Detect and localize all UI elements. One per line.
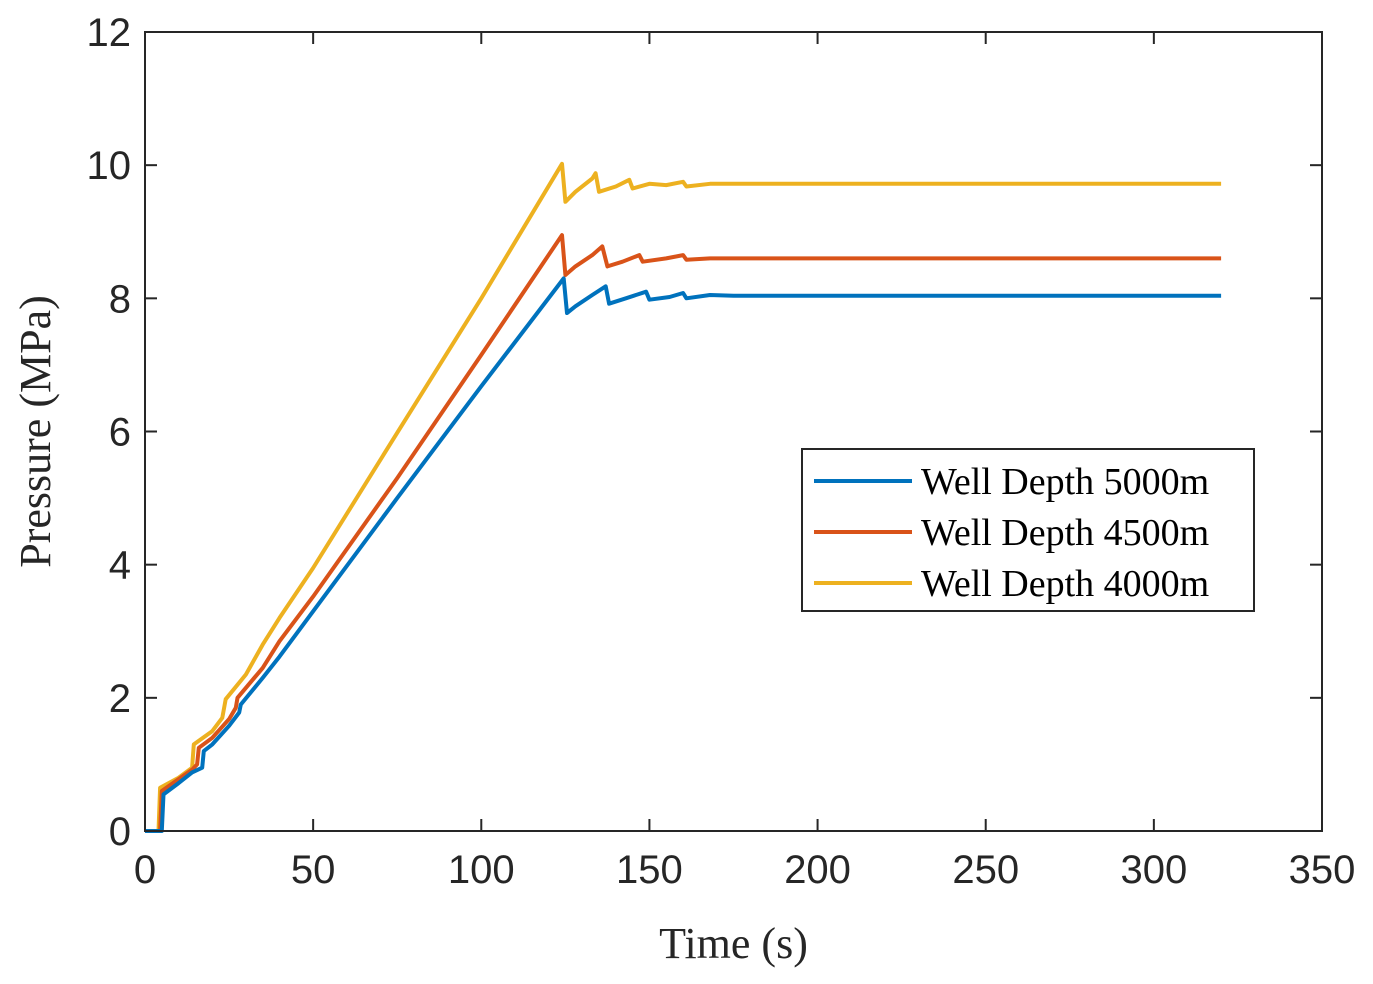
x-tick-label: 350 <box>1289 848 1356 892</box>
y-axis-title: Pressure (MPa) <box>11 295 60 568</box>
y-tick-label: 8 <box>109 277 131 321</box>
x-tick-label: 200 <box>784 848 851 892</box>
legend: Well Depth 5000m Well Depth 4500m Well Dep… <box>801 448 1255 612</box>
series-line <box>145 276 1222 833</box>
y-tick-label: 10 <box>87 144 132 188</box>
x-tick-label: 100 <box>448 848 515 892</box>
series-line <box>145 233 1222 833</box>
y-tick-label: 4 <box>109 544 131 588</box>
y-tick-label: 0 <box>109 810 131 854</box>
x-tick-label: 0 <box>134 848 156 892</box>
x-tick-label: 250 <box>952 848 1019 892</box>
legend-label: Well Depth 4500m <box>921 512 1209 554</box>
plot-area-frame <box>144 31 1323 832</box>
legend-label: Well Depth 4000m <box>921 563 1209 605</box>
y-tick-label: 12 <box>87 11 132 55</box>
x-axis-title: Time (s) <box>659 919 808 968</box>
x-tick-label: 300 <box>1120 848 1187 892</box>
series-line <box>145 161 1222 833</box>
x-tick-label: 150 <box>616 848 683 892</box>
x-tick-label: 50 <box>291 848 336 892</box>
y-tick-label: 6 <box>109 411 131 455</box>
y-tick-label: 2 <box>109 677 131 721</box>
legend-label: Well Depth 5000m <box>921 461 1209 503</box>
axis-ticks: 0 50 100 150 200 250 300 350 0 2 4 6 8 10 12 <box>87 11 1356 892</box>
series-layer <box>145 161 1222 833</box>
